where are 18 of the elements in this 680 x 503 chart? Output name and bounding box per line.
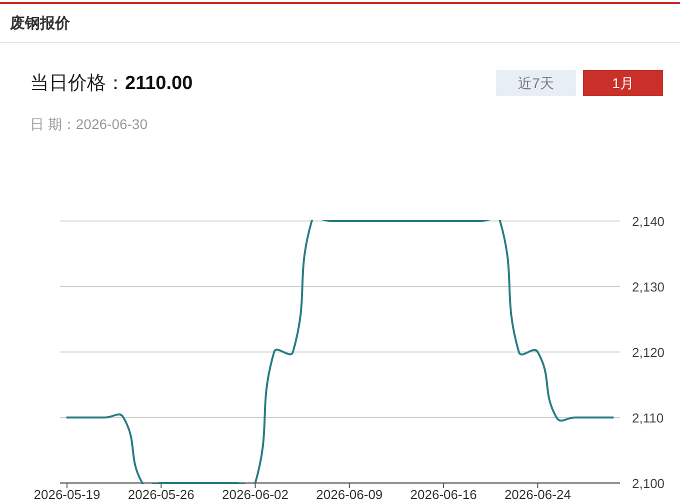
x-tick-label: 2026-05-26 [128,487,194,502]
y-tick-label: 2,120 [632,345,665,360]
text: 近7天 [518,75,554,91]
text: 日 期：2026-06-30 [30,116,148,132]
text: 当日价格： [30,73,125,94]
x-tick-label: 2026-05-19 [34,487,100,502]
x-tick-label: 2026-06-16 [410,487,477,502]
y-tick-label: 2,130 [632,280,665,294]
line-series [66,220,614,484]
y-tick-label: 2,140 [632,214,665,229]
chart-title: 废钢报价 [9,14,71,32]
y-tick-label: 2,110 [632,410,664,426]
y-tick-label: 2,100 [632,476,665,491]
text: 1月 [612,75,634,91]
x-tick-label: 2026-06-24 [504,487,571,502]
x-tick-label: 2026-06-02 [222,487,289,502]
text: 2110.00 [125,73,193,94]
x-tick-label: 2026-06-09 [316,487,383,502]
